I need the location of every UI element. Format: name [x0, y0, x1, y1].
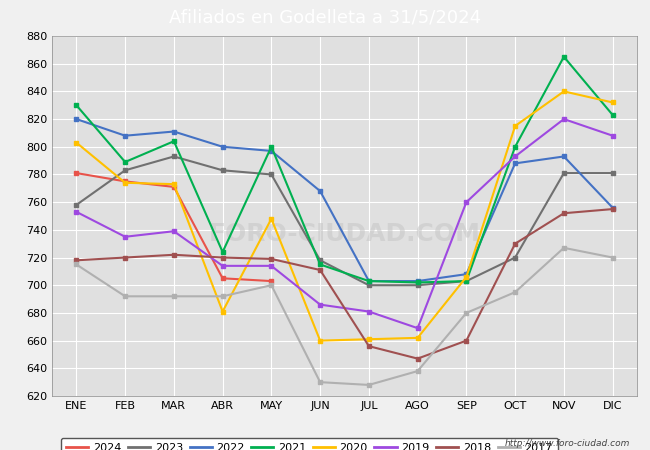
- Legend: 2024, 2023, 2022, 2021, 2020, 2019, 2018, 2017: 2024, 2023, 2022, 2021, 2020, 2019, 2018…: [60, 437, 558, 450]
- Text: http://www.foro-ciudad.com: http://www.foro-ciudad.com: [505, 439, 630, 448]
- Text: FORO-CIUDAD.COM: FORO-CIUDAD.COM: [209, 222, 480, 246]
- Text: Afiliados en Godelleta a 31/5/2024: Afiliados en Godelleta a 31/5/2024: [169, 9, 481, 27]
